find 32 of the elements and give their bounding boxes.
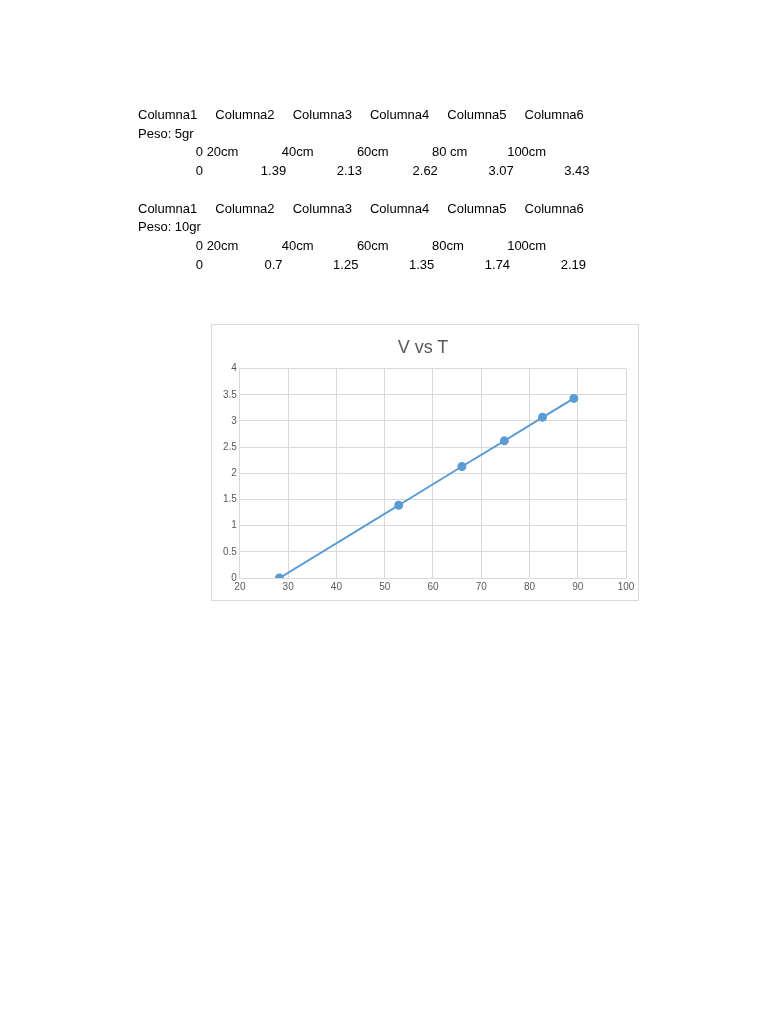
y-tick-label: 2.5	[223, 440, 238, 452]
point	[538, 412, 548, 422]
y-tick-label: 0	[231, 571, 238, 583]
y-tick-label: 0.5	[223, 545, 238, 557]
text: Columna1 Columna2 Columna3 Columna4 Columna5 Columna6	[138, 199, 585, 218]
point	[499, 436, 509, 446]
y-tick-label: 1	[231, 519, 238, 531]
x-tick-label: 100	[617, 580, 635, 592]
point	[457, 462, 467, 471]
x-tick-label: 60	[427, 580, 439, 592]
text: 0 20cm 40cm 60cm 80 cm 100cm	[194, 143, 548, 162]
x-tick-label: 50	[379, 580, 391, 592]
text: Peso: 10gr	[138, 218, 202, 237]
y-tick-label: 1.5	[223, 493, 238, 505]
text: Columna1 Columna2 Columna3 Columna4 Columna5 Columna6	[138, 106, 585, 124]
chart-title: V vs T	[397, 336, 449, 357]
x-tick-label: 90	[572, 580, 584, 592]
x-tick-label: 20	[234, 580, 246, 592]
text: Peso: 5gr	[138, 124, 195, 143]
point	[394, 500, 404, 510]
text: 0 20cm 40cm 60cm 80cm 100cm	[194, 236, 548, 255]
x-tick-label: 30	[282, 580, 295, 592]
y-tick-label: 3	[231, 414, 238, 426]
x-tick-label: 40	[330, 580, 343, 592]
y-tick-label: 2	[231, 467, 238, 479]
x-tick-label: 80	[523, 580, 536, 592]
point	[569, 393, 579, 403]
text: 0 0.7 1.25 1.35 1.74 2.19	[194, 255, 587, 274]
x-tick-label: 70	[475, 580, 488, 592]
text: 0 1.39 2.13 2.62 3.07 3.43	[194, 162, 590, 181]
y-tick-label: 3.5	[223, 388, 238, 400]
y-tick-label: 4	[231, 362, 238, 374]
